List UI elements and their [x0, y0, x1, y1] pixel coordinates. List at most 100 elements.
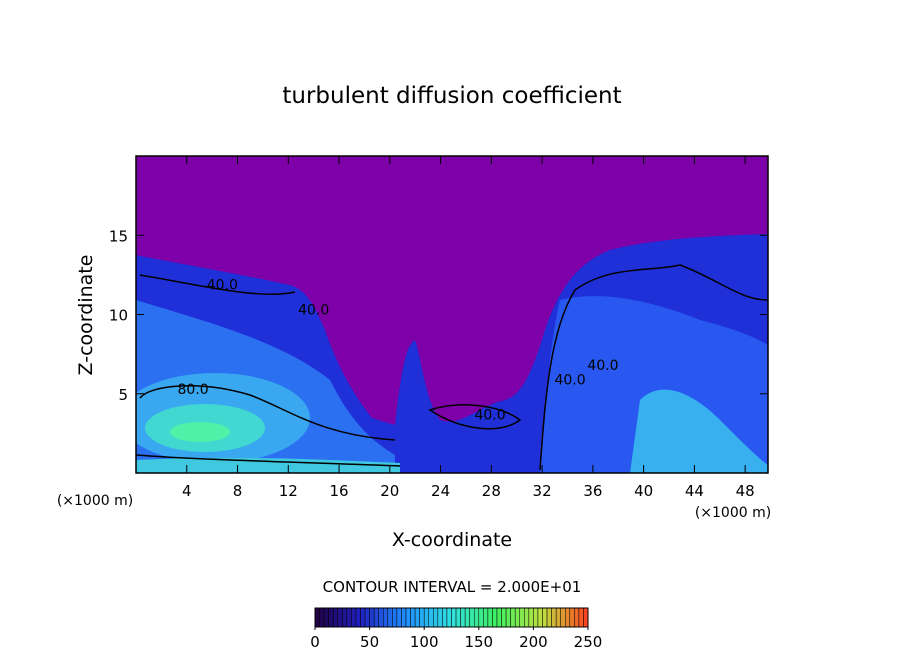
contour-label: 40.0	[554, 372, 585, 388]
colorbar-cell	[560, 607, 566, 628]
colorbar-cell	[492, 607, 498, 628]
colorbar-cell	[392, 607, 398, 628]
contour-line	[539, 264, 768, 471]
colorbar-cell	[332, 607, 339, 628]
colorbar-cell	[419, 607, 425, 628]
colorbar-cell	[373, 607, 379, 628]
colorbar-cell	[524, 607, 530, 628]
x-tick-label: 40	[634, 482, 653, 500]
colorbar-cell	[583, 607, 589, 628]
colorbar-cell	[514, 607, 521, 628]
colorbar-cell	[469, 607, 475, 628]
chart-title: turbulent diffusion coefficient	[282, 83, 621, 109]
colorbar-cell	[410, 607, 416, 628]
colorbar-cell	[314, 607, 320, 628]
colorbar-cell	[528, 607, 534, 628]
colorbar-cell	[423, 607, 430, 628]
x-unit-label: (×1000 m)	[695, 505, 771, 521]
colorbar-cell	[496, 607, 502, 628]
x-tick-label: 12	[279, 482, 298, 500]
colorbar-cell	[319, 607, 325, 628]
y-unit-label: (×1000 m)	[57, 493, 133, 509]
colorbar-cell	[378, 607, 384, 628]
colorbar-cell	[537, 607, 543, 628]
colorbar-tick-label: 50	[360, 633, 379, 651]
field-region	[170, 422, 230, 442]
contour-line	[136, 454, 401, 467]
contour-label: 40.0	[474, 407, 505, 423]
colorbar-cell	[551, 607, 557, 628]
x-tick-label: 48	[736, 482, 755, 500]
colorbar-tick-label: 150	[464, 633, 493, 651]
y-tick-label: 15	[109, 227, 128, 245]
colorbar-cell	[414, 607, 420, 628]
x-tick-label: 4	[182, 482, 192, 500]
contour-label: 40.0	[207, 277, 238, 293]
x-tick-label: 16	[330, 482, 349, 500]
colorbar-cell	[405, 607, 411, 628]
colorbar-cell	[369, 607, 375, 628]
colorbar-cell	[360, 607, 366, 628]
colorbar-cell	[364, 607, 370, 628]
colorbar-cell	[569, 607, 575, 628]
colorbar-cell	[501, 607, 507, 628]
field-region	[136, 457, 400, 473]
x-axis-label: X-coordinate	[392, 529, 512, 551]
colorbar-cell	[442, 607, 448, 628]
x-tick-label: 24	[431, 482, 450, 500]
colorbar-cell	[323, 607, 329, 628]
colorbar-tick-label: 250	[574, 633, 603, 651]
x-tick-label: 32	[533, 482, 552, 500]
contour-line	[428, 404, 522, 430]
contour-line	[139, 385, 396, 441]
colorbar-cell	[383, 607, 389, 628]
colorbar-tick-label: 100	[410, 633, 439, 651]
field-region	[630, 389, 768, 473]
colorbar-cell	[574, 607, 580, 628]
colorbar-cell	[401, 607, 407, 628]
colorbar-cell	[346, 607, 352, 628]
colorbar-cell	[505, 607, 511, 628]
colorbar-cell	[455, 607, 461, 628]
colorbar-cell	[533, 607, 539, 628]
colorbar-cell	[487, 607, 493, 628]
colorbar-cell	[355, 607, 361, 628]
colorbar-cell	[483, 607, 489, 628]
contour-line	[139, 274, 296, 295]
colorbar-cell	[542, 607, 548, 628]
colorbar-cell	[478, 607, 484, 628]
colorbar-cell	[446, 607, 452, 628]
colorbar-cell	[351, 607, 357, 628]
colorbar-cell	[578, 607, 584, 628]
colorbar-cell	[433, 607, 439, 628]
colorbar-cell	[428, 607, 434, 628]
colorbar-cell	[519, 607, 525, 628]
colorbar-cell	[328, 607, 334, 628]
colorbar-cell	[337, 607, 343, 628]
colorbar-cell	[546, 607, 552, 628]
x-tick-label: 44	[685, 482, 704, 500]
colorbar-cell	[451, 607, 457, 628]
colorbar-frame	[314, 607, 589, 628]
contour-label: 40.0	[298, 303, 329, 319]
y-tick-label: 5	[118, 386, 128, 404]
contour-label: 80.0	[178, 382, 209, 398]
footer: CONTOUR INTERVAL = 2.000E+01	[323, 578, 582, 596]
field	[136, 156, 768, 473]
x-tick-label: 28	[482, 482, 501, 500]
y-tick-label: 10	[109, 307, 128, 325]
colorbar-cell	[474, 607, 480, 628]
x-tick-label: 20	[380, 482, 399, 500]
colorbar-cell	[565, 607, 571, 628]
colorbar-cell	[555, 607, 561, 628]
colorbar-cell	[437, 607, 443, 628]
y-axis-label: Z-coordinate	[75, 255, 97, 376]
colorbar-tick-label: 200	[519, 633, 548, 651]
colorbar-cell	[460, 607, 466, 628]
x-tick-label: 8	[233, 482, 243, 500]
colorbar-cell	[464, 607, 470, 628]
contour-label: 40.0	[587, 358, 618, 374]
colorbar-cell	[342, 607, 348, 628]
colorbar-cell	[510, 607, 516, 628]
